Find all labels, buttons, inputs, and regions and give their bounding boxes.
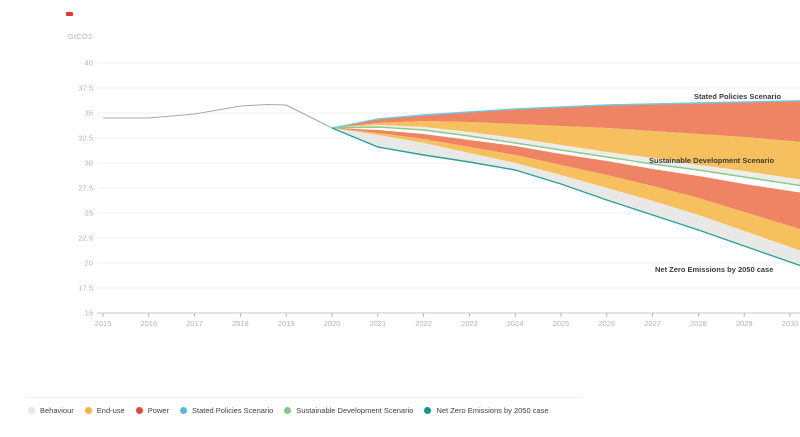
power-wedge-sds — [332, 100, 800, 142]
sds-line — [331, 126, 800, 187]
power-legend-dot-icon — [135, 407, 143, 414]
y-tick-label: 22.5 — [78, 234, 93, 243]
legend: Behaviour End-use Power Stated Policies Sce… — [28, 397, 580, 415]
stated-policies-scenario-label: Stated Policies Scenario — [694, 92, 782, 101]
legend-item-label: Power — [147, 406, 169, 415]
x-tick-label: 2029 — [736, 319, 753, 328]
legend-item-label: End-use — [96, 406, 125, 415]
y-tick-label: 37.5 — [78, 84, 93, 93]
legend-item-net-zero[interactable]: Net Zero Emissions by 2050 case — [424, 406, 549, 415]
y-tick-label: 35 — [85, 109, 93, 118]
stated-policies-legend-dot-icon — [179, 407, 187, 414]
x-tick-label: 2030 — [782, 319, 799, 328]
sustainable-development-scenario-label: Sustainable Development Scenario — [649, 156, 775, 165]
legend-item-label: Net Zero Emissions by 2050 case — [436, 406, 549, 415]
legend-item-behaviour[interactable]: Behaviour — [28, 406, 74, 415]
y-tick-label: 27.5 — [78, 184, 93, 193]
y-tick-label: 32.5 — [78, 134, 93, 143]
x-tick-label: 2022 — [415, 319, 432, 328]
y-tick-label: 25 — [85, 209, 93, 218]
y-tick-label: 30 — [85, 159, 93, 168]
behaviour-legend-dot-icon — [28, 407, 35, 414]
legend-item-end-use[interactable]: End-use — [84, 406, 125, 415]
y-tick-label: 17.5 — [78, 284, 93, 293]
legend-item-stated-policies[interactable]: Stated Policies Scenario — [179, 406, 274, 415]
end-use-legend-dot-icon — [84, 407, 92, 414]
legend-item-sustainable-development[interactable]: Sustainable Development Scenario — [284, 406, 413, 415]
power-wedge-nze — [332, 128, 800, 230]
legend-item-label: Sustainable Development Scenario — [296, 406, 414, 415]
y-tick-label: 20 — [85, 259, 93, 268]
historical-emissions-line — [103, 103, 333, 129]
legend-item-label: Behaviour — [40, 406, 74, 415]
y-tick-label: 15 — [85, 309, 93, 318]
x-tick-label: 2025 — [553, 319, 570, 328]
brand-mark — [66, 12, 73, 16]
x-tick-label: 2015 — [95, 319, 112, 328]
x-tick-label: 2023 — [461, 319, 478, 328]
y-axis-unit-label: GtCO2 — [68, 32, 93, 41]
x-tick-label: 2019 — [278, 319, 295, 328]
x-tick-label: 2021 — [369, 319, 386, 328]
x-tick-label: 2018 — [232, 319, 249, 328]
net-zero-legend-dot-icon — [424, 407, 432, 414]
x-tick-label: 2024 — [507, 319, 524, 328]
behaviour-wedge-nze — [332, 128, 800, 266]
y-tick-label: 40 — [85, 59, 93, 68]
x-tick-label: 2016 — [140, 319, 157, 328]
legend-item-label: Stated Policies Scenario — [191, 406, 274, 415]
x-tick-label: 2026 — [598, 319, 615, 328]
legend-item-power[interactable]: Power — [135, 406, 169, 415]
net-zero-2050-label: Net Zero Emissions by 2050 case — [655, 265, 774, 274]
sustainable-development-legend-dot-icon — [284, 407, 292, 414]
enduse-wedge-sds — [332, 121, 800, 180]
x-tick-label: 2028 — [690, 319, 707, 328]
x-tick-label: 2017 — [186, 319, 203, 328]
x-tick-label: 2020 — [324, 319, 341, 328]
x-tick-label: 2027 — [644, 319, 661, 328]
nze-line — [331, 127, 800, 267]
steps-line — [331, 100, 800, 129]
